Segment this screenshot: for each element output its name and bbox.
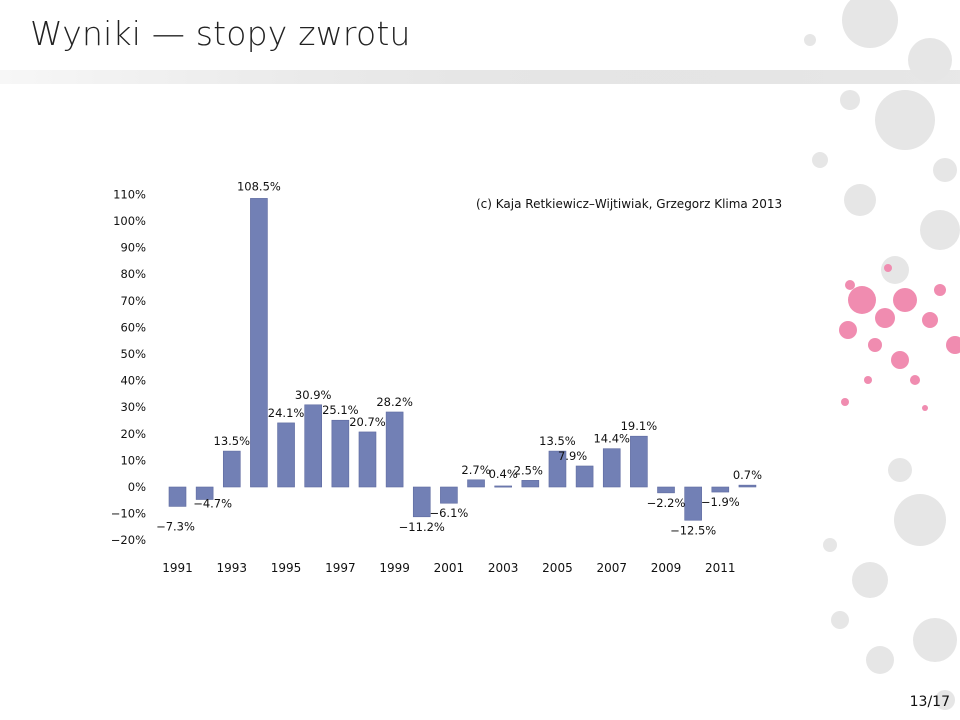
bar-2004 — [521, 480, 540, 488]
y-tick-label: 30% — [120, 400, 146, 414]
bar-1997 — [331, 419, 350, 488]
x-tick-label: 1999 — [379, 561, 410, 575]
bar-1995 — [277, 422, 295, 488]
x-tick-label: 2009 — [651, 561, 682, 575]
bar-1994 — [250, 198, 268, 488]
x-axis-tick-labels: 1991 1993 1995 1997 1999 2001 2003 2005 2007 2009… — [162, 561, 735, 575]
bar-2005 — [548, 450, 567, 488]
x-tick-label: 2005 — [542, 561, 573, 575]
value-label: −6.1% — [429, 506, 468, 520]
bar-2003 — [494, 485, 512, 488]
y-tick-label: 10% — [120, 453, 146, 467]
x-tick-label: 1993 — [217, 561, 248, 575]
bar-2007 — [602, 448, 621, 488]
value-labels-group: −7.3% −4.7% 13.5% 108.5% 24.1% 30.9%25.1%20.7… — [156, 179, 762, 537]
y-tick-label: −20% — [111, 533, 146, 547]
x-tick-label: 2003 — [488, 561, 519, 575]
copyright-note: (c) Kaja Retkiewicz–Wijtiwiak, Grzegorz … — [476, 197, 783, 211]
bar-2001 — [440, 486, 458, 504]
value-label: 30.9% — [295, 388, 332, 402]
value-label: 2.5% — [514, 463, 543, 477]
value-label: 108.5% — [237, 179, 281, 193]
y-tick-label: 50% — [120, 347, 146, 361]
value-label: −11.2% — [399, 520, 445, 534]
x-tick-label: 2001 — [434, 561, 465, 575]
value-label: 13.5% — [539, 434, 576, 448]
y-tick-label: 40% — [120, 374, 146, 388]
value-label: 25.1% — [322, 403, 359, 417]
slide-title: Wyniki — stopy zwrotu — [30, 14, 411, 53]
bar-2000 — [412, 486, 431, 518]
y-tick-label: 110% — [113, 187, 146, 201]
value-label: −2.2% — [647, 496, 686, 510]
value-label: −7.3% — [156, 519, 195, 533]
value-label: 19.1% — [621, 419, 658, 433]
y-tick-label: 20% — [120, 427, 146, 441]
bar-2006 — [575, 465, 594, 488]
bar-2009 — [657, 486, 675, 494]
y-tick-label: 100% — [113, 214, 146, 228]
y-tick-label: 60% — [120, 320, 146, 334]
value-label: 28.2% — [376, 395, 413, 409]
bar-2008 — [630, 435, 648, 488]
value-label: −12.5% — [670, 523, 716, 537]
page-number: 13/17 — [909, 694, 950, 710]
y-tick-label: −10% — [111, 507, 146, 521]
bar-1999 — [385, 411, 404, 488]
bar-1996 — [304, 404, 323, 488]
value-label: 2.7% — [461, 463, 490, 477]
value-label: −1.9% — [701, 495, 740, 509]
y-tick-label: 0% — [128, 480, 146, 494]
value-label: 14.4% — [593, 432, 630, 446]
x-tick-label: 1991 — [162, 561, 193, 575]
x-tick-label: 2011 — [705, 561, 736, 575]
x-tick-label: 1997 — [325, 561, 356, 575]
bars-group — [168, 198, 757, 521]
y-tick-label: 70% — [120, 294, 146, 308]
value-label: 0.4% — [489, 467, 518, 481]
value-label: 13.5% — [214, 434, 251, 448]
bar-1992 — [195, 486, 214, 500]
bar-1998 — [358, 431, 377, 488]
y-axis-tick-labels: 110% 100% 90% 80% 70% 60% 50% 40% 30% 20% 10% 0% −10… — [111, 187, 146, 547]
x-tick-label: 2007 — [596, 561, 627, 575]
y-tick-label: 80% — [120, 267, 146, 281]
value-label: −4.7% — [193, 497, 232, 511]
bar-2002 — [467, 479, 485, 488]
bar-2010 — [684, 486, 702, 521]
bar-1993 — [222, 450, 241, 488]
value-label: 20.7% — [349, 415, 386, 429]
x-tick-label: 1995 — [271, 561, 302, 575]
bar-2011 — [711, 486, 730, 493]
bar-2012 — [738, 484, 757, 488]
bar-1991 — [168, 486, 187, 507]
value-label: 0.7% — [733, 468, 762, 482]
y-tick-label: 90% — [120, 241, 146, 255]
value-label: 24.1% — [268, 406, 305, 420]
value-label: 7.9% — [558, 449, 587, 463]
